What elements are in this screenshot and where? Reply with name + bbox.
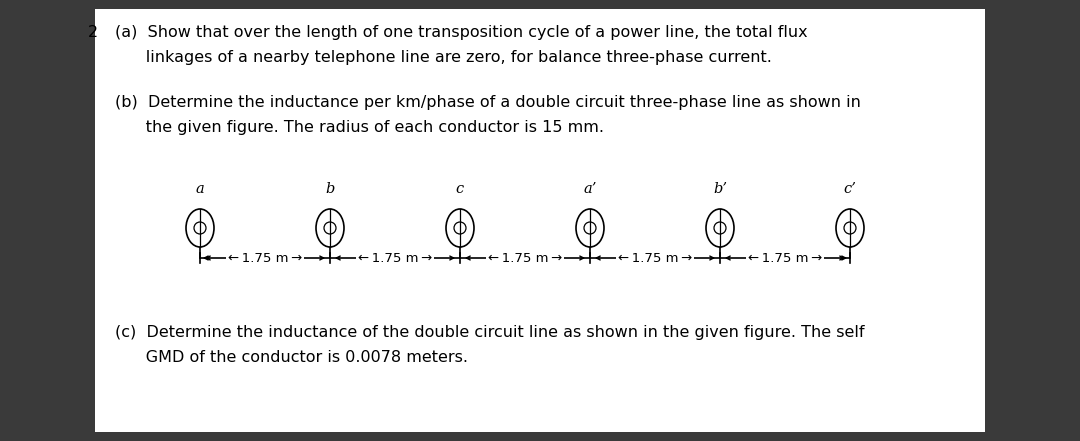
Circle shape <box>714 222 726 234</box>
Text: ← 1.75 m →: ← 1.75 m → <box>747 251 822 265</box>
Text: b: b <box>325 182 335 196</box>
Text: GMD of the conductor is 0.0078 meters.: GMD of the conductor is 0.0078 meters. <box>114 350 468 365</box>
Text: (a)  Show that over the length of one transposition cycle of a power line, the t: (a) Show that over the length of one tra… <box>114 25 808 40</box>
Text: the given figure. The radius of each conductor is 15 mm.: the given figure. The radius of each con… <box>114 120 604 135</box>
Ellipse shape <box>576 209 604 247</box>
Text: c’: c’ <box>843 182 856 196</box>
Circle shape <box>194 222 206 234</box>
Ellipse shape <box>706 209 734 247</box>
Text: ← 1.75 m →: ← 1.75 m → <box>357 251 432 265</box>
Text: (b)  Determine the inductance per km/phase of a double circuit three-phase line : (b) Determine the inductance per km/phas… <box>114 95 861 110</box>
Ellipse shape <box>836 209 864 247</box>
Text: ← 1.75 m →: ← 1.75 m → <box>618 251 692 265</box>
Text: b’: b’ <box>713 182 727 196</box>
Text: 2: 2 <box>87 25 98 40</box>
Ellipse shape <box>186 209 214 247</box>
Circle shape <box>324 222 336 234</box>
Text: (c)  Determine the inductance of the double circuit line as shown in the given f: (c) Determine the inductance of the doub… <box>114 325 864 340</box>
Ellipse shape <box>446 209 474 247</box>
Text: a: a <box>195 182 204 196</box>
Circle shape <box>843 222 856 234</box>
Text: ← 1.75 m →: ← 1.75 m → <box>488 251 562 265</box>
Text: linkages of a nearby telephone line are zero, for balance three-phase current.: linkages of a nearby telephone line are … <box>114 50 772 65</box>
Text: c: c <box>456 182 464 196</box>
Circle shape <box>454 222 465 234</box>
Text: a’: a’ <box>583 182 596 196</box>
Ellipse shape <box>316 209 345 247</box>
Bar <box>95 9 985 432</box>
Circle shape <box>584 222 596 234</box>
Text: ← 1.75 m →: ← 1.75 m → <box>228 251 302 265</box>
